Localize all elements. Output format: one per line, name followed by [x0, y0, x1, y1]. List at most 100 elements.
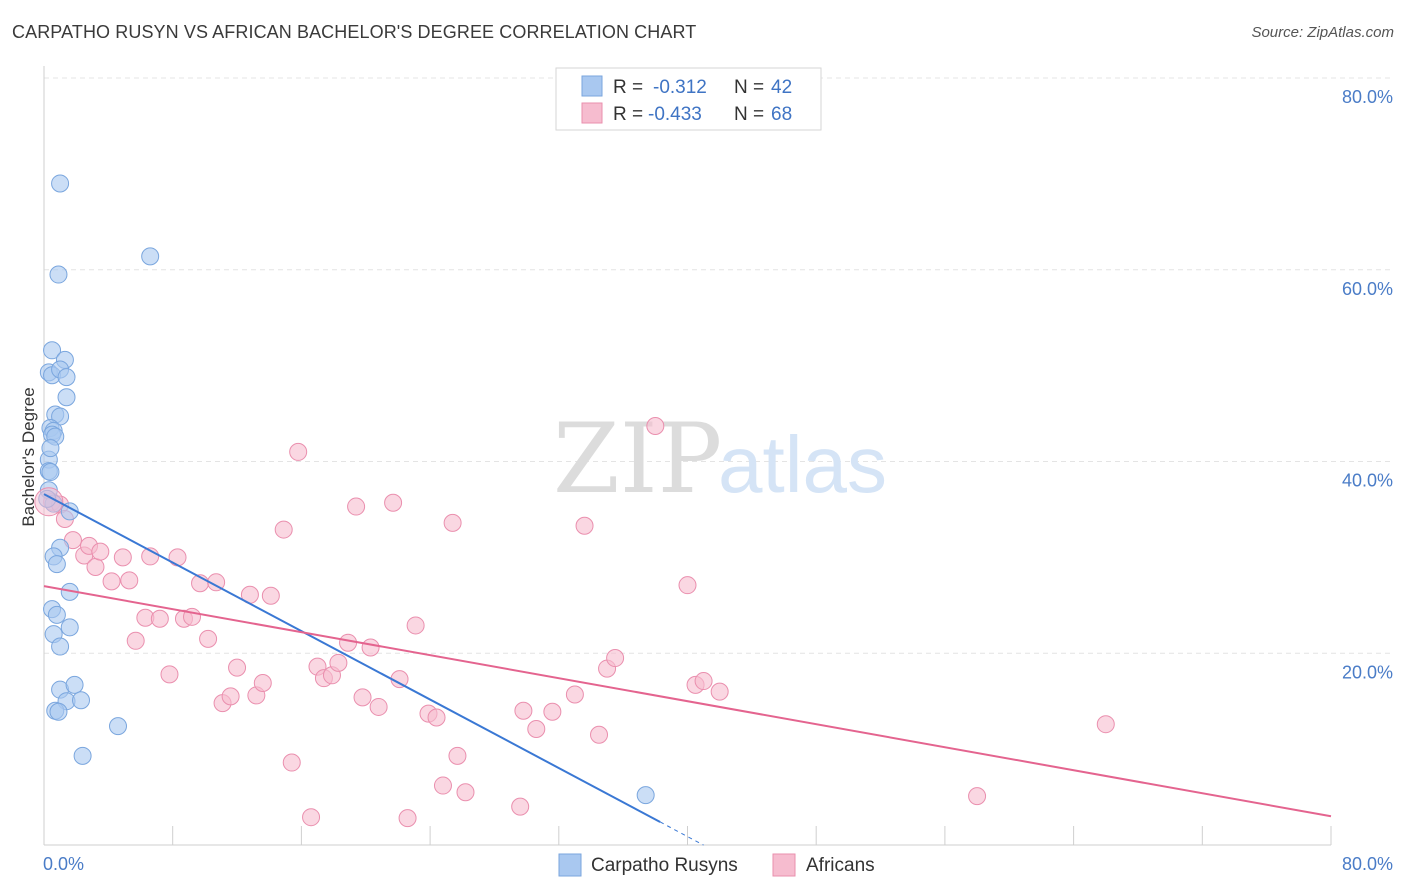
bottom-legend-swatch-carpatho-rusyns — [558, 853, 582, 877]
african-point — [113, 548, 132, 567]
bottom-legend-label-carpatho-rusyns: Carpatho Rusyns — [591, 855, 738, 876]
carpatho-rusyn-point — [141, 247, 160, 266]
carpatho-rusyn-point — [47, 605, 66, 624]
legend-swatch-africans — [581, 102, 603, 124]
african-point — [126, 631, 145, 650]
african-point — [443, 513, 462, 532]
african-point — [199, 629, 218, 648]
carpatho-rusyn-point — [72, 691, 91, 710]
african-point — [514, 701, 533, 720]
african-point — [150, 609, 169, 628]
grid-lines — [44, 77, 1392, 654]
trend-lines — [43, 493, 1332, 846]
bottom-legend-swatch-africans — [772, 853, 796, 877]
legend-r-value: -0.433 — [648, 104, 702, 125]
african-point — [361, 638, 380, 657]
african-point — [282, 753, 301, 772]
african-point — [694, 672, 713, 691]
carpatho-rusyn-point — [60, 618, 79, 637]
carpatho-rusyn-point — [47, 555, 66, 574]
carpatho-rusyn-trend-line — [43, 493, 661, 823]
african-point — [91, 542, 110, 561]
african-point — [575, 516, 594, 535]
african-point — [527, 719, 546, 738]
african-point — [168, 548, 187, 567]
carpatho-rusyn-point — [65, 675, 84, 694]
african-point — [86, 557, 105, 576]
african-point — [339, 633, 358, 652]
watermark-atlas: atlas — [718, 420, 887, 509]
y-tick-label: 60.0% — [1342, 279, 1393, 299]
legend-r-value: -0.312 — [653, 77, 707, 98]
y-tick-label: 40.0% — [1342, 471, 1393, 491]
african-point — [384, 493, 403, 512]
african-point — [369, 697, 388, 716]
y-axis-label: Bachelor's Degree — [19, 387, 38, 526]
african-point — [1096, 715, 1115, 734]
carpatho-rusyn-point — [73, 746, 92, 765]
african-point — [565, 685, 584, 704]
legend-n-value: 68 — [771, 104, 792, 125]
african-point — [347, 497, 366, 516]
african-point — [289, 442, 308, 461]
african-point — [253, 673, 272, 692]
african-point — [261, 586, 280, 605]
african-point — [511, 797, 530, 816]
watermark: ZIP atlas — [553, 403, 887, 515]
african-point — [606, 649, 625, 668]
african-point — [302, 808, 321, 827]
source-credit: Source: ZipAtlas.com — [1251, 24, 1394, 41]
tick-labels: 20.0% 40.0% 60.0% 80.0% 0.0% 80.0% — [43, 87, 1393, 874]
african-point — [406, 616, 425, 635]
african-point — [160, 665, 179, 684]
african-point — [102, 572, 121, 591]
african-point — [228, 658, 247, 677]
y-tick-label: 20.0% — [1342, 662, 1393, 682]
legend-n-label: N = — [734, 77, 764, 98]
african-point — [590, 725, 609, 744]
african-point — [433, 776, 452, 795]
african-point — [274, 520, 293, 539]
carpatho-rusyn-point — [636, 786, 655, 805]
african-point — [120, 571, 139, 590]
african-point — [34, 487, 64, 517]
legend-n-value: 42 — [771, 77, 792, 98]
bottom-legend-label-africans: Africans — [806, 855, 875, 876]
carpatho-rusyn-point — [41, 439, 60, 458]
carpatho-rusyn-point — [51, 637, 70, 656]
carpatho-rusyn-point — [49, 265, 68, 284]
african-point — [678, 576, 697, 595]
chart-title: CARPATHO RUSYN VS AFRICAN BACHELOR'S DEG… — [12, 22, 697, 42]
legend-n-label: N = — [734, 104, 764, 125]
legend-r-label: R = — [613, 104, 643, 125]
african-point — [710, 682, 729, 701]
african-point — [329, 653, 348, 672]
legend-swatch-carpatho-rusyns — [581, 75, 603, 97]
african-point — [646, 417, 665, 436]
african-point — [968, 787, 987, 806]
african-point — [543, 702, 562, 721]
african-point — [456, 783, 475, 802]
african-point — [353, 688, 372, 707]
legend: R = -0.312 N = 42 R = -0.433 N = 68 — [555, 67, 822, 131]
watermark-zip: ZIP — [553, 403, 722, 515]
carpatho-rusyn-point — [109, 717, 128, 736]
carpatho-rusyn-trend-extension — [659, 821, 704, 846]
carpatho-rusyn-point — [49, 702, 68, 721]
african-point — [221, 687, 240, 706]
carpatho-rusyn-point — [43, 341, 62, 360]
african-point — [448, 746, 467, 765]
carpatho-rusyn-point — [51, 174, 70, 193]
carpatho-rusyn-point — [57, 368, 76, 387]
legend-r-label: R = — [613, 77, 643, 98]
x-tick-label: 80.0% — [1342, 854, 1393, 874]
african-point — [427, 708, 446, 727]
carpatho-rusyn-point — [57, 388, 76, 407]
y-tick-label: 80.0% — [1342, 87, 1393, 107]
african-point — [398, 809, 417, 828]
x-tick-label: 0.0% — [43, 854, 84, 874]
data-points — [34, 174, 1115, 828]
bottom-legend: Carpatho Rusyns Africans — [558, 853, 875, 877]
african-trend-line — [43, 585, 1332, 818]
